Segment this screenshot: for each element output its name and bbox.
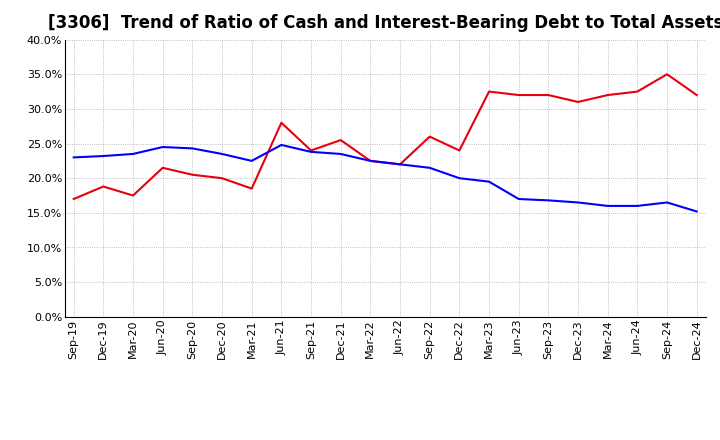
Cash <box>366 158 374 164</box>
Cash <box>544 92 553 98</box>
Interest-Bearing Debt <box>277 142 286 147</box>
Interest-Bearing Debt <box>158 144 167 150</box>
Interest-Bearing Debt <box>485 179 493 184</box>
Cash <box>129 193 138 198</box>
Interest-Bearing Debt <box>396 161 405 167</box>
Cash <box>426 134 434 139</box>
Cash <box>336 137 345 143</box>
Cash <box>217 176 226 181</box>
Interest-Bearing Debt <box>514 196 523 202</box>
Interest-Bearing Debt <box>99 154 108 159</box>
Interest-Bearing Debt <box>217 151 226 157</box>
Cash <box>277 120 286 125</box>
Line: Interest-Bearing Debt: Interest-Bearing Debt <box>73 145 697 212</box>
Cash <box>248 186 256 191</box>
Cash <box>514 92 523 98</box>
Interest-Bearing Debt <box>426 165 434 170</box>
Cash <box>633 89 642 94</box>
Interest-Bearing Debt <box>544 198 553 203</box>
Line: Cash: Cash <box>73 74 697 199</box>
Interest-Bearing Debt <box>307 149 315 154</box>
Interest-Bearing Debt <box>188 146 197 151</box>
Cash <box>574 99 582 105</box>
Cash <box>158 165 167 170</box>
Cash <box>603 92 612 98</box>
Interest-Bearing Debt <box>336 151 345 157</box>
Cash <box>693 92 701 98</box>
Interest-Bearing Debt <box>693 209 701 214</box>
Interest-Bearing Debt <box>662 200 671 205</box>
Cash <box>69 196 78 202</box>
Interest-Bearing Debt <box>455 176 464 181</box>
Cash <box>455 148 464 153</box>
Cash <box>307 148 315 153</box>
Interest-Bearing Debt <box>603 203 612 209</box>
Interest-Bearing Debt <box>248 158 256 164</box>
Interest-Bearing Debt <box>574 200 582 205</box>
Interest-Bearing Debt <box>633 203 642 209</box>
Cash <box>485 89 493 94</box>
Interest-Bearing Debt <box>366 158 374 164</box>
Cash <box>99 184 108 189</box>
Title: [3306]  Trend of Ratio of Cash and Interest-Bearing Debt to Total Assets: [3306] Trend of Ratio of Cash and Intere… <box>48 15 720 33</box>
Cash <box>662 72 671 77</box>
Interest-Bearing Debt <box>69 155 78 160</box>
Interest-Bearing Debt <box>129 151 138 157</box>
Cash <box>396 161 405 167</box>
Cash <box>188 172 197 177</box>
